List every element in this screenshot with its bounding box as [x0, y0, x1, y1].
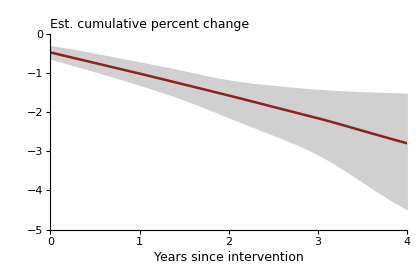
X-axis label: Years since intervention: Years since intervention — [154, 251, 304, 264]
Text: Est. cumulative percent change: Est. cumulative percent change — [50, 18, 249, 31]
